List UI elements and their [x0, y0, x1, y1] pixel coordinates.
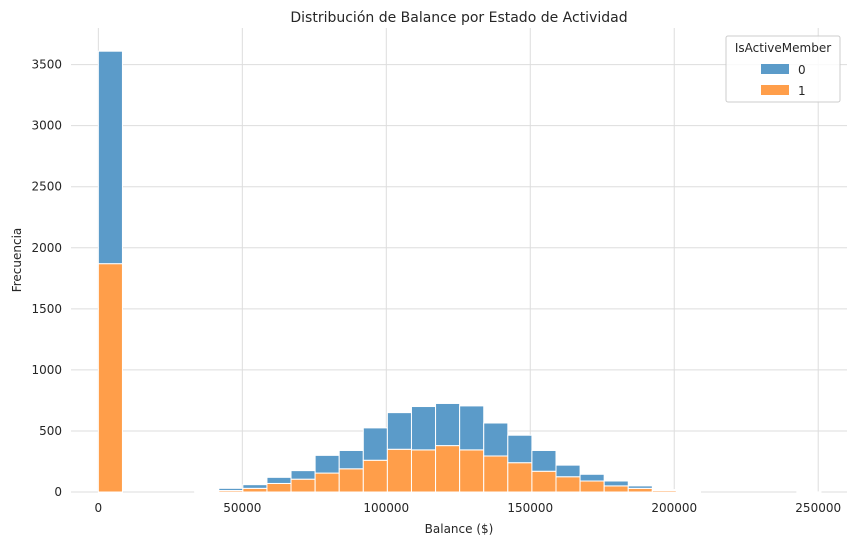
histogram-bar-series-1: [410, 449, 437, 493]
histogram-bar-series-0: [627, 485, 653, 489]
x-tick-label: 150000: [507, 501, 553, 515]
y-tick-label: 0: [54, 485, 62, 499]
histogram-bar-series-0: [97, 50, 123, 265]
histogram-bar-series-1: [555, 476, 581, 493]
histogram-bar-series-0: [194, 490, 220, 492]
x-tick-label: 0: [95, 501, 103, 515]
histogram-bar-series-1: [459, 449, 485, 493]
histogram-bar-series-0: [266, 476, 292, 484]
histogram-bar-series-0: [555, 464, 581, 478]
histogram-bar-series-0: [531, 449, 557, 472]
histogram-bar-series-0: [483, 422, 509, 457]
histogram-bar-series-0: [603, 480, 629, 487]
histogram-bar-series-1: [531, 470, 557, 493]
legend-title: IsActiveMember: [735, 41, 831, 55]
histogram-bar-series-0: [290, 470, 316, 480]
y-tick-label: 1000: [31, 363, 62, 377]
legend-label-0: 0: [798, 63, 806, 77]
histogram-bar-series-1: [290, 478, 316, 493]
y-tick-label: 1500: [31, 302, 62, 316]
x-tick-label: 50000: [223, 501, 261, 515]
histogram-bar-series-1: [266, 482, 292, 493]
y-tick-label: 3000: [31, 119, 62, 133]
histogram-bar-series-0: [579, 473, 605, 482]
bars-group: [97, 50, 822, 493]
legend: IsActiveMember 0 1: [725, 35, 841, 103]
histogram-bar-series-1: [314, 472, 340, 493]
histogram-bar-series-0: [435, 402, 461, 447]
y-axis-label: Frecuencia: [10, 228, 24, 293]
histogram-bar-series-1: [579, 480, 605, 493]
histogram-bar-series-1: [627, 487, 653, 493]
histogram-bar-series-1: [362, 459, 388, 493]
histogram-bar-series-0: [242, 484, 268, 489]
legend-swatch-1: [761, 85, 789, 95]
histogram-bar-series-0: [459, 405, 485, 451]
x-axis-label: Balance ($): [425, 522, 494, 536]
histogram-bar-series-0: [338, 449, 364, 470]
histogram-bar-series-1: [386, 448, 412, 493]
y-tick-label: 2500: [31, 180, 62, 194]
histogram-bar-series-1: [435, 445, 461, 493]
histogram-bar-series-0: [507, 434, 533, 464]
y-tick-label: 2000: [31, 241, 62, 255]
y-tick-label: 500: [39, 424, 62, 438]
legend-swatch-0: [761, 64, 789, 74]
histogram-bar-series-0: [410, 406, 437, 451]
y-tick-label: 3500: [31, 58, 62, 72]
tick-labels: 0 50000 100000 150000 200000 250000 0 500 1000 15…: [31, 58, 841, 515]
histogram-bar-series-1: [483, 455, 509, 493]
histogram-bar-series-1: [242, 487, 268, 493]
x-tick-label: 250000: [795, 501, 841, 515]
histogram-bar-series-0: [362, 427, 388, 461]
histogram-bar-series-1: [603, 485, 629, 493]
histogram-bar-series-0: [651, 489, 677, 492]
x-tick-label: 100000: [363, 501, 409, 515]
chart-title: Distribución de Balance por Estado de Ac…: [290, 10, 627, 26]
histogram-bar-series-0: [314, 454, 340, 474]
histogram-bar-series-0: [218, 487, 244, 492]
histogram-bar-series-0: [386, 412, 412, 450]
histogram-bar-series-1: [507, 462, 533, 493]
histogram-bar-series-1: [97, 263, 123, 493]
x-tick-label: 200000: [651, 501, 697, 515]
histogram-bar-series-1: [338, 468, 364, 493]
legend-label-1: 1: [798, 84, 806, 98]
